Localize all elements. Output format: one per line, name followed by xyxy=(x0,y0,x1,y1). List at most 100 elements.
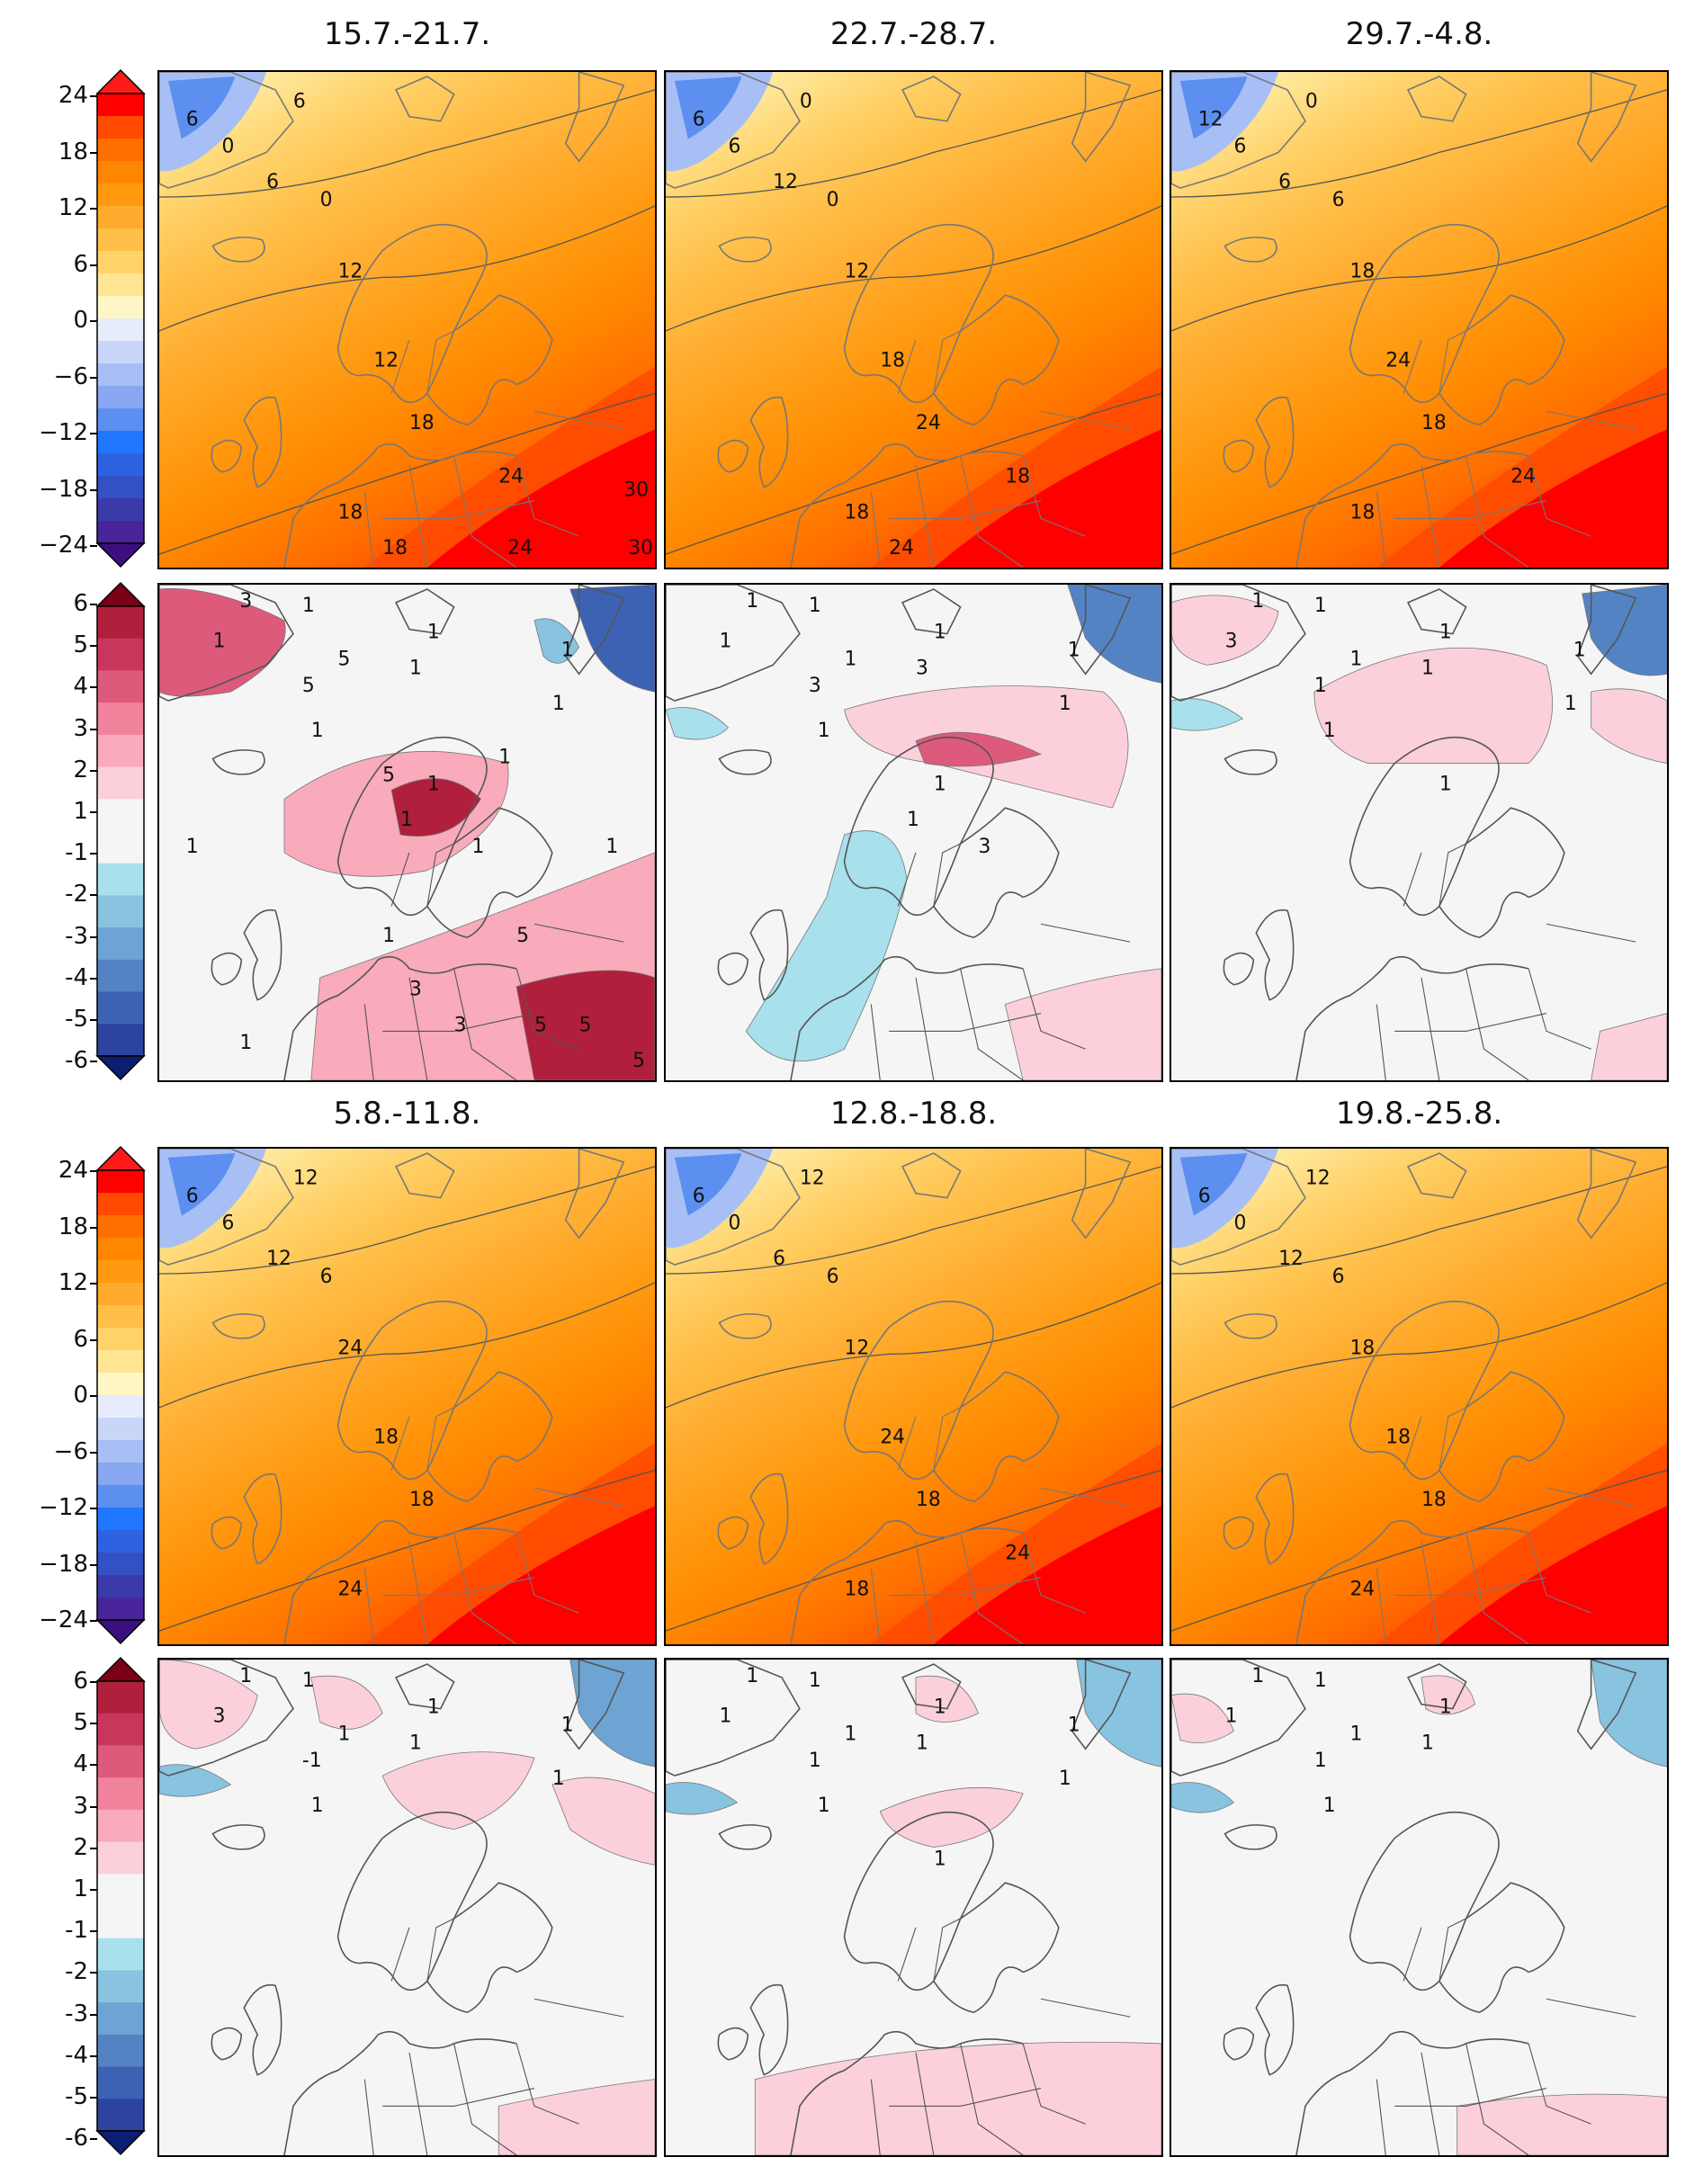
colorbar-swatch xyxy=(97,1874,144,1907)
country-border xyxy=(408,977,428,1080)
colorbar-tick-label: −12 xyxy=(39,1494,88,1521)
contour-12 xyxy=(159,1282,655,1409)
contour-label: 1 xyxy=(409,657,422,679)
coastline xyxy=(159,1660,294,1777)
contour-label: 1 xyxy=(1350,648,1363,670)
coastline xyxy=(426,379,517,425)
anomaly-field xyxy=(1171,1660,1667,2155)
contour-label: 24 xyxy=(880,1427,905,1449)
country-border xyxy=(1040,923,1131,943)
country-border xyxy=(1022,2043,1086,2125)
colorbar-swatch xyxy=(97,2099,144,2132)
coastline xyxy=(790,2030,1024,2155)
title-week-3: 29.7.-4.8. xyxy=(1345,16,1493,52)
coastlines-layer xyxy=(666,585,1132,1080)
borders-layer xyxy=(870,1918,1131,2155)
colorbar-swatch xyxy=(97,991,144,1025)
contour-label: 18 xyxy=(880,350,905,372)
coastline xyxy=(211,439,243,473)
contour-label: 1 xyxy=(720,1705,732,1727)
map-canvas: 12 0 6 6 6 12 24 18 18 24 xyxy=(666,1149,1161,1644)
coastlines-layer xyxy=(1171,1660,1637,2155)
colorbar-tick-label: 5 xyxy=(73,1709,88,1737)
country-border xyxy=(382,1577,535,1596)
coastline xyxy=(426,1455,517,1502)
coastline xyxy=(243,1472,282,1565)
contour-label: 1 xyxy=(916,1732,928,1754)
colorbar-tick-mark xyxy=(90,433,97,434)
colorbar-swatch xyxy=(97,2002,144,2036)
coastline xyxy=(1439,1455,1529,1502)
coastline xyxy=(336,223,488,404)
colorbar-tick-mark xyxy=(90,1889,97,1891)
contour-label: 1 xyxy=(427,1696,440,1719)
title-week-4: 5.8.-11.8. xyxy=(333,1096,481,1132)
coastline xyxy=(1439,1966,1529,2013)
colorbar-swatch xyxy=(97,161,144,184)
contour-label: 1 xyxy=(427,773,440,795)
colorbar-swatch xyxy=(97,638,144,672)
contour-label: 1 xyxy=(552,1768,565,1790)
country-border xyxy=(363,491,374,568)
colorbar-tick-mark xyxy=(90,488,97,491)
coastline xyxy=(395,76,455,122)
contour-label: 1 xyxy=(1421,657,1434,679)
anomaly-region xyxy=(1421,1675,1476,1715)
country-border xyxy=(1403,1416,1422,1471)
coastline xyxy=(1223,1824,1277,1850)
map-canvas: 0 6 0 6 12 12 18 24 18 18 24 xyxy=(666,72,1161,568)
coastline xyxy=(1439,379,1529,425)
coastlines-layer xyxy=(1171,1149,1637,1644)
colorbar-tick-mark xyxy=(90,1681,97,1683)
country-border xyxy=(960,968,1024,1080)
contour-label: 1 xyxy=(409,1732,422,1754)
colorbar-tick-label: 6 xyxy=(73,1668,88,1695)
contour-label: 12 xyxy=(773,171,798,193)
country-border xyxy=(1421,1541,1440,1644)
contour-label: 6 xyxy=(693,1186,705,1208)
colorbar-tick-label: −24 xyxy=(39,1607,88,1634)
contour-label: 1 xyxy=(845,1723,857,1745)
colorbar-swatch xyxy=(97,1485,144,1508)
very-cold-region xyxy=(1179,76,1248,139)
anomaly-field xyxy=(159,1660,655,2155)
contour-label: 3 xyxy=(213,1705,226,1727)
coastline xyxy=(901,1663,962,1710)
colorbar-swatch xyxy=(97,251,144,274)
colorbar-swatch xyxy=(97,116,144,139)
map-canvas: 0 6 6 12 6 18 24 18 18 24 xyxy=(1171,72,1667,568)
country-border xyxy=(870,1568,881,1644)
coastline xyxy=(1576,72,1637,163)
anomaly-region xyxy=(1171,1782,1235,1813)
colorbar-tick-label: -1 xyxy=(65,1917,88,1945)
country-border xyxy=(1546,1487,1636,1507)
country-border xyxy=(1465,455,1529,568)
coastline xyxy=(564,72,625,163)
country-border xyxy=(960,2043,1024,2155)
map-temp-week-1: 6 0 0 6 6 12 12 18 18 24 18 24 30 30 xyxy=(157,70,657,569)
contour-label: 1 xyxy=(1314,595,1327,617)
colorbar-swatch xyxy=(97,1841,144,1875)
colorbar-over-arrow xyxy=(95,581,146,607)
anomaly-region xyxy=(1171,595,1279,666)
colorbar-swatch xyxy=(97,363,144,387)
contour-label: 1 xyxy=(934,773,946,795)
contour-label: 12 xyxy=(1278,1248,1304,1270)
country-border xyxy=(1546,923,1636,943)
contour-label: 1 xyxy=(471,836,484,858)
contour-label: 1 xyxy=(400,809,413,831)
colorbar-over-arrow xyxy=(95,1656,146,1682)
contour-label: 0 xyxy=(1305,91,1318,113)
coastline xyxy=(749,909,789,1001)
colorbar-tick-label: 6 xyxy=(73,590,88,617)
colorbar-tick-label: 18 xyxy=(58,1213,88,1240)
contour-label: 1 xyxy=(302,1669,315,1692)
colorbar-tick-mark xyxy=(90,1764,97,1767)
colorbar-swatch xyxy=(97,273,144,297)
coastline xyxy=(843,1300,994,1481)
colorbar-tick-label: 24 xyxy=(58,82,88,109)
colorbar-swatch xyxy=(97,1598,144,1621)
